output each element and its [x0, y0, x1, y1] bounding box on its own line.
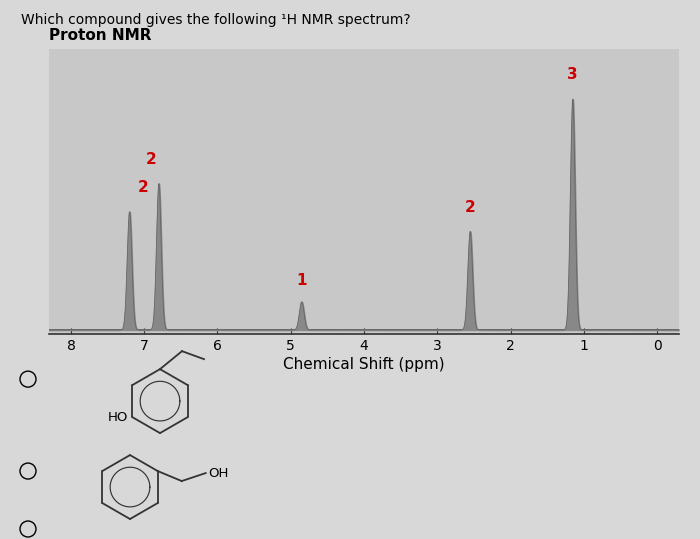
Text: Proton NMR: Proton NMR	[49, 28, 151, 43]
Text: 2: 2	[137, 180, 148, 195]
Text: 2: 2	[146, 151, 157, 167]
Text: Which compound gives the following ¹H NMR spectrum?: Which compound gives the following ¹H NM…	[21, 13, 411, 27]
X-axis label: Chemical Shift (ppm): Chemical Shift (ppm)	[284, 357, 444, 372]
Text: OH: OH	[209, 467, 229, 480]
Text: 1: 1	[297, 273, 307, 288]
Text: 3: 3	[568, 67, 578, 82]
Text: HO: HO	[108, 411, 128, 424]
Text: 2: 2	[465, 199, 475, 215]
